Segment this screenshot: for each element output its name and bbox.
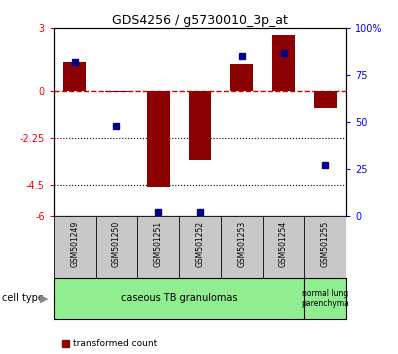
Bar — [105, 91, 128, 92]
Text: GSM501249: GSM501249 — [70, 221, 79, 267]
Bar — [272, 35, 295, 91]
Text: normal lung
parenchyma: normal lung parenchyma — [301, 289, 349, 308]
Bar — [314, 91, 337, 108]
Text: GSM501253: GSM501253 — [237, 221, 246, 267]
Text: GSM501251: GSM501251 — [154, 221, 163, 267]
Bar — [189, 91, 211, 160]
Text: caseous TB granulomas: caseous TB granulomas — [121, 293, 237, 303]
Text: GSM501254: GSM501254 — [279, 221, 288, 267]
Text: GSM501252: GSM501252 — [195, 221, 205, 267]
Text: cell type: cell type — [2, 293, 44, 303]
Text: transformed count: transformed count — [73, 339, 157, 348]
Text: GSM501250: GSM501250 — [112, 221, 121, 267]
Bar — [63, 62, 86, 91]
Text: ▶: ▶ — [40, 293, 48, 303]
Text: GSM501255: GSM501255 — [321, 221, 330, 267]
Bar — [147, 91, 170, 187]
Bar — [230, 64, 253, 91]
Title: GDS4256 / g5730010_3p_at: GDS4256 / g5730010_3p_at — [112, 14, 288, 27]
